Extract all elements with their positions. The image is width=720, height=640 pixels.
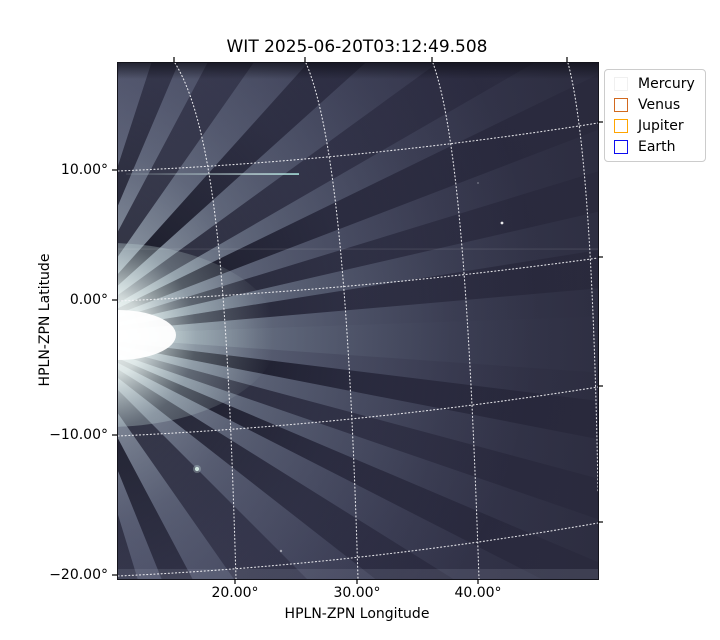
gridline-latitude-minus20 <box>118 522 598 577</box>
point-sources <box>193 182 504 553</box>
legend-label: Mercury <box>638 76 695 92</box>
y-tick-label: 0.00° <box>69 292 108 308</box>
legend-item-earth: Earth <box>614 140 695 154</box>
legend-item-jupiter: Jupiter <box>614 119 695 133</box>
star-dot <box>500 221 504 225</box>
earth-marker-icon <box>614 140 628 154</box>
legend-label: Earth <box>638 139 676 155</box>
y-tick-label: 10.00° <box>60 162 108 178</box>
streamer-fans <box>118 63 598 579</box>
gridline-longitude-40 <box>432 63 480 579</box>
star-dot <box>194 466 200 472</box>
venus-marker-icon <box>614 98 628 112</box>
x-axis-label: HPLN-ZPN Longitude <box>284 606 430 622</box>
sky-image <box>118 63 598 579</box>
x-tick-label: 40.00° <box>454 585 502 601</box>
jupiter-marker-icon <box>614 119 628 133</box>
gridline-latitude-minus10 <box>118 386 598 437</box>
gridline-longitude-30 <box>305 63 359 579</box>
legend: Mercury Venus Jupiter Earth <box>604 69 706 162</box>
mercury-marker-icon <box>614 77 628 91</box>
legend-label: Jupiter <box>638 118 684 134</box>
star-dot <box>477 182 479 184</box>
y-axis-label: HPLN-ZPN Latitude <box>37 253 53 387</box>
streamer-core <box>118 243 278 427</box>
legend-item-mercury: Mercury <box>614 77 695 91</box>
gridline-latitude-0 <box>118 257 598 302</box>
star-dot <box>279 549 283 553</box>
legend-label: Venus <box>638 97 681 113</box>
legend-item-venus: Venus <box>614 98 695 112</box>
y-tick-label: −20.00° <box>49 567 108 583</box>
gridline-longitude-20 <box>174 63 237 579</box>
gridline-latitude-10 <box>118 122 598 172</box>
x-tick-label: 30.00° <box>333 585 381 601</box>
coordinate-grid <box>118 63 598 579</box>
satellite-trail <box>126 173 299 175</box>
plot-area <box>117 62 599 580</box>
y-tick-label: −10.00° <box>49 427 108 443</box>
plot-title: WIT 2025-06-20T03:12:49.508 <box>226 37 488 57</box>
gridline-longitude-50 <box>567 63 598 492</box>
x-tick-label: 20.00° <box>211 585 259 601</box>
